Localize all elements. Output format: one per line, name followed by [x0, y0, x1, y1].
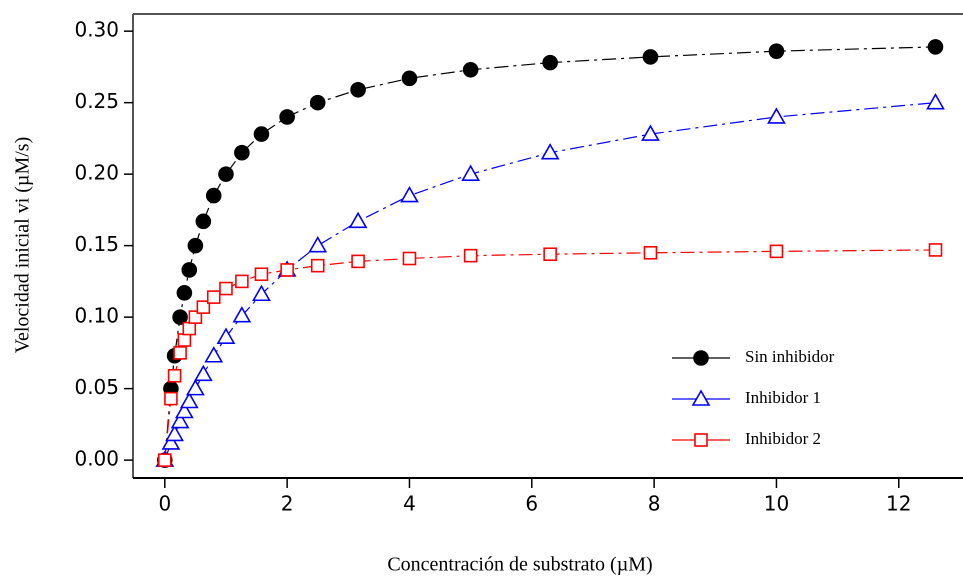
- data-point: [188, 310, 203, 324]
- legend-marker: [693, 350, 709, 366]
- data-point: [310, 258, 325, 273]
- data-point: [767, 107, 786, 124]
- data-point: [350, 81, 366, 98]
- data-point: [165, 424, 184, 442]
- data-point: [234, 144, 250, 161]
- data-point: [177, 333, 192, 347]
- series-line: [164, 46, 936, 461]
- data-point: [926, 93, 945, 110]
- data-point: [206, 290, 221, 304]
- data-point: [401, 70, 418, 87]
- data-point: [642, 49, 659, 65]
- data-point: [172, 309, 188, 325]
- x-tick-label: 12: [886, 492, 911, 516]
- data-point: [348, 211, 368, 229]
- data-point: [193, 364, 213, 382]
- x-tick-label: 8: [648, 492, 661, 516]
- x-tick-label: 2: [281, 492, 294, 516]
- y-tick-label: 0.15: [74, 232, 119, 256]
- data-point: [279, 109, 295, 125]
- data-point: [928, 243, 943, 257]
- y-tick-label: 0.10: [74, 304, 119, 328]
- data-point: [161, 433, 181, 450]
- x-tick-label: 4: [403, 492, 416, 516]
- data-point: [309, 94, 326, 111]
- y-axis-label: Velocidad inicial vi (µM/s): [12, 137, 34, 353]
- y-tick-label: 0.00: [74, 447, 119, 471]
- data-point: [463, 248, 478, 263]
- data-point: [232, 306, 252, 323]
- legend-label: Inhibidor 2: [745, 429, 821, 448]
- y-tick-label: 0.25: [74, 89, 119, 113]
- data-point: [167, 368, 182, 383]
- data-point: [252, 284, 271, 302]
- data-point: [768, 43, 785, 59]
- data-point: [158, 453, 172, 467]
- data-point: [204, 346, 224, 363]
- x-tick-label: 0: [158, 492, 171, 516]
- data-point: [164, 391, 178, 406]
- y-tick-label: 0.30: [74, 18, 119, 42]
- data-point: [542, 54, 558, 71]
- x-axis-label: Concentración de substrato (µM): [387, 554, 652, 576]
- data-point: [219, 281, 233, 296]
- y-tick-label: 0.05: [74, 375, 119, 399]
- data-point: [461, 164, 481, 181]
- data-point: [769, 244, 784, 259]
- data-point: [927, 39, 944, 55]
- x-tick-label: 10: [764, 492, 789, 516]
- data-point: [351, 254, 365, 269]
- data-point: [176, 285, 193, 301]
- legend-label: Inhibidor 1: [745, 388, 821, 407]
- data-point: [179, 391, 199, 409]
- legend-marker: [691, 389, 711, 406]
- data-point: [543, 247, 557, 262]
- data-point: [540, 143, 560, 160]
- data-point: [643, 245, 658, 260]
- data-point: [182, 321, 197, 336]
- data-point: [402, 251, 417, 266]
- data-point: [195, 213, 212, 230]
- data-point: [174, 401, 194, 419]
- legend-label: Sin inhibidor: [745, 347, 835, 366]
- data-point: [205, 187, 222, 204]
- data-point: [187, 237, 204, 254]
- data-point: [253, 126, 270, 142]
- data-point: [462, 61, 479, 78]
- data-point: [308, 236, 328, 253]
- data-point: [218, 166, 234, 182]
- data-point: [181, 262, 198, 278]
- data-point: [196, 300, 211, 314]
- data-point: [280, 263, 294, 277]
- data-point: [254, 267, 269, 282]
- data-point: [173, 346, 187, 360]
- legend-marker: [694, 433, 708, 447]
- data-point: [400, 185, 419, 203]
- data-point: [216, 327, 236, 344]
- data-point: [170, 411, 190, 429]
- data-point: [186, 379, 205, 396]
- data-point: [235, 274, 249, 289]
- x-tick-label: 6: [525, 492, 538, 516]
- data-point: [641, 124, 660, 141]
- y-tick-label: 0.20: [74, 161, 119, 185]
